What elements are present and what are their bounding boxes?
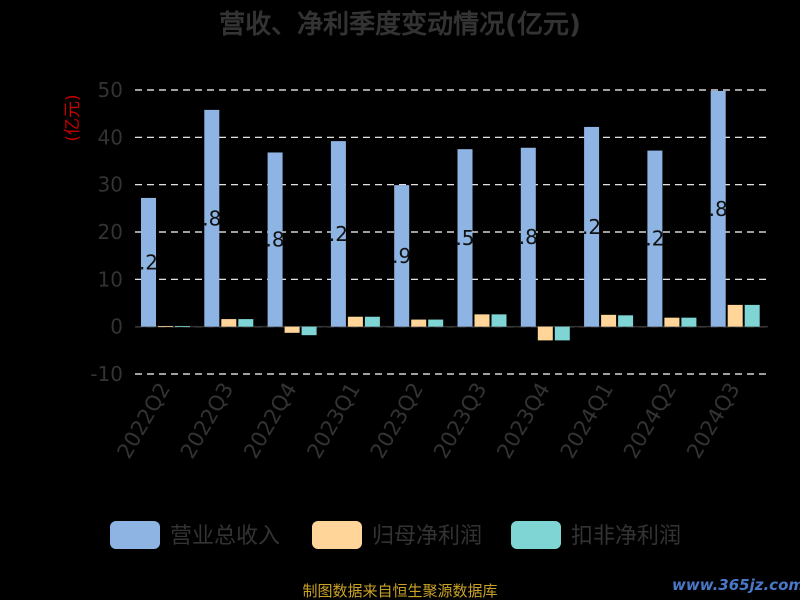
x-tick-label: 2024Q1 [556, 379, 618, 463]
bar-revenue [710, 90, 726, 327]
bar-deducted-profit [744, 304, 760, 327]
bar-deducted-profit [681, 317, 697, 327]
bar-revenue [457, 149, 473, 327]
x-tick-label: 2022Q4 [239, 379, 301, 463]
bar-net-profit [221, 319, 237, 327]
x-tick-label: 2023Q1 [302, 379, 364, 463]
bar-revenue [520, 147, 536, 327]
x-tick-label: 2022Q3 [176, 379, 238, 463]
revenue-data-label: .2 [329, 222, 348, 246]
y-tick-label: 0 [110, 315, 123, 339]
bar-revenue [330, 141, 346, 327]
bar-deducted-profit [491, 314, 507, 327]
legend-swatch [110, 521, 160, 549]
bar-deducted-profit [364, 316, 380, 327]
bar-net-profit [727, 304, 743, 327]
bar-net-profit [158, 326, 173, 327]
y-tick-label: 20 [98, 220, 123, 244]
bar-revenue [204, 109, 220, 327]
revenue-data-label: .8 [519, 225, 538, 249]
revenue-data-label: .8 [266, 228, 285, 252]
revenue-data-label: .9 [392, 244, 411, 268]
bar-net-profit [284, 326, 300, 333]
bar-net-profit [601, 314, 617, 327]
revenue-data-label: .5 [455, 226, 474, 250]
revenue-data-label: .8 [709, 197, 728, 221]
bar-net-profit [664, 317, 680, 327]
bar-deducted-profit [428, 319, 444, 327]
y-tick-label: 10 [98, 267, 123, 291]
data-labels: .2 .8 .8 .2 .9 .5 .8 .2 .2 .8 [139, 197, 728, 274]
revenue-data-label: .2 [645, 227, 664, 251]
chart-title: 营收、净利季度变动情况(亿元) [219, 9, 581, 40]
bar-deducted-profit [175, 326, 190, 327]
legend-swatch [511, 521, 561, 549]
bar-revenue [647, 150, 663, 327]
legend-label: 扣非净利润 [571, 524, 681, 549]
bar-deducted-profit [238, 319, 254, 327]
y-tick-label: 50 [98, 78, 123, 102]
x-tick-labels: 2022Q2 2022Q3 2022Q4 2023Q1 2023Q2 2023Q3 2023… [113, 379, 745, 463]
y-tick-label: 40 [98, 125, 123, 149]
bar-revenue [584, 126, 600, 327]
legend-label: 归母净利润 [372, 524, 482, 549]
bar-revenue [141, 197, 156, 327]
y-axis-label: (亿元) [63, 94, 83, 141]
x-tick-label: 2023Q4 [492, 379, 554, 463]
revenue-data-label: .8 [202, 206, 221, 230]
y-tick-label: 30 [98, 173, 123, 197]
legend: 营业总收入 归母净利润 扣非净利润 [110, 521, 681, 549]
bar-net-profit [347, 316, 363, 327]
revenue-data-label: .2 [139, 250, 158, 274]
bar-deducted-profit [618, 315, 634, 327]
source-note: 制图数据来自恒生聚源数据库 [302, 582, 497, 600]
bars [141, 90, 760, 341]
bar-revenue [394, 185, 410, 327]
bar-revenue [267, 152, 283, 327]
x-tick-label: 2023Q3 [429, 379, 491, 463]
legend-swatch [312, 521, 362, 549]
legend-label: 营业总收入 [170, 524, 280, 549]
bar-deducted-profit [554, 326, 570, 341]
x-tick-label: 2023Q2 [366, 379, 428, 463]
revenue-data-label: .2 [582, 215, 601, 239]
bar-net-profit [411, 319, 427, 327]
x-tick-label: 2022Q2 [113, 379, 175, 463]
x-tick-label: 2024Q2 [619, 379, 681, 463]
bar-net-profit [474, 314, 490, 327]
y-tick-label: -10 [90, 362, 123, 386]
y-tick-labels: -10 0 10 20 30 40 50 [90, 78, 123, 386]
grid [135, 89, 768, 375]
x-tick-label: 2024Q3 [682, 379, 744, 463]
bar-net-profit [537, 326, 553, 341]
bar-deducted-profit [301, 326, 317, 336]
watermark: www.365jz.com [672, 576, 800, 594]
